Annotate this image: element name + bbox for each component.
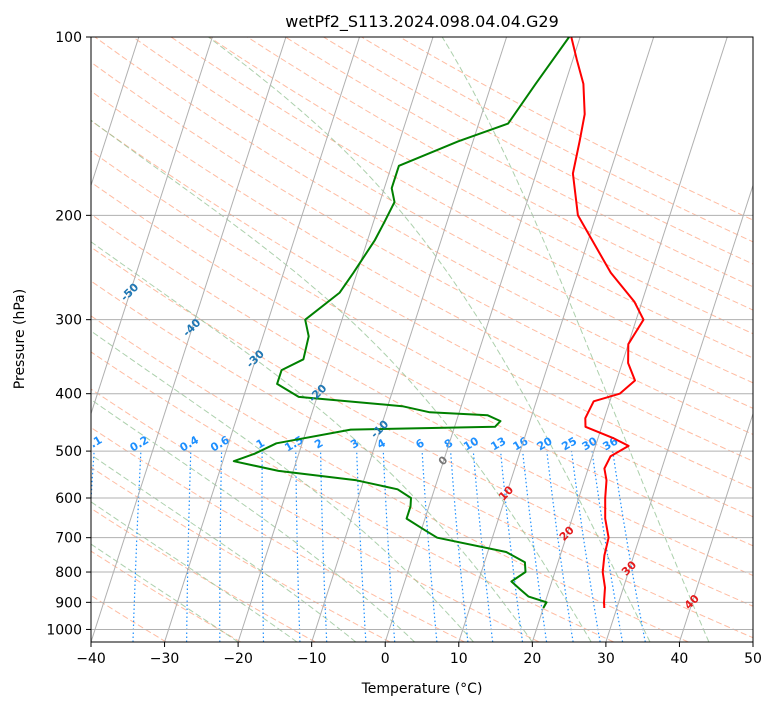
y-tick-label: 600 [55,491,82,507]
y-axis-label: Pressure (hPa) [12,289,28,389]
y-tick-label: 800 [55,565,82,581]
x-tick-label: 20 [523,651,541,667]
y-tick-label: 400 [55,387,82,403]
x-tick-label: −40 [76,651,106,667]
x-axis-label: Temperature (°C) [361,681,483,697]
x-tick-label: 50 [744,651,762,667]
x-tick-label: −10 [297,651,327,667]
x-tick-label: 10 [450,651,468,667]
y-tick-label: 300 [55,313,82,329]
y-tick-label: 1000 [46,622,82,638]
y-tick-label: 200 [55,208,82,224]
y-tick-label: 900 [55,595,82,611]
x-tick-label: −20 [223,651,253,667]
x-tick-label: −30 [150,651,180,667]
x-tick-label: 30 [597,651,615,667]
chart-title: wetPf2_S113.2024.098.04.04.G29 [285,12,559,32]
y-tick-label: 700 [55,531,82,547]
y-tick-label: 100 [55,30,82,46]
x-tick-label: 40 [671,651,689,667]
y-tick-label: 500 [55,444,82,460]
x-tick-label: 0 [381,651,390,667]
